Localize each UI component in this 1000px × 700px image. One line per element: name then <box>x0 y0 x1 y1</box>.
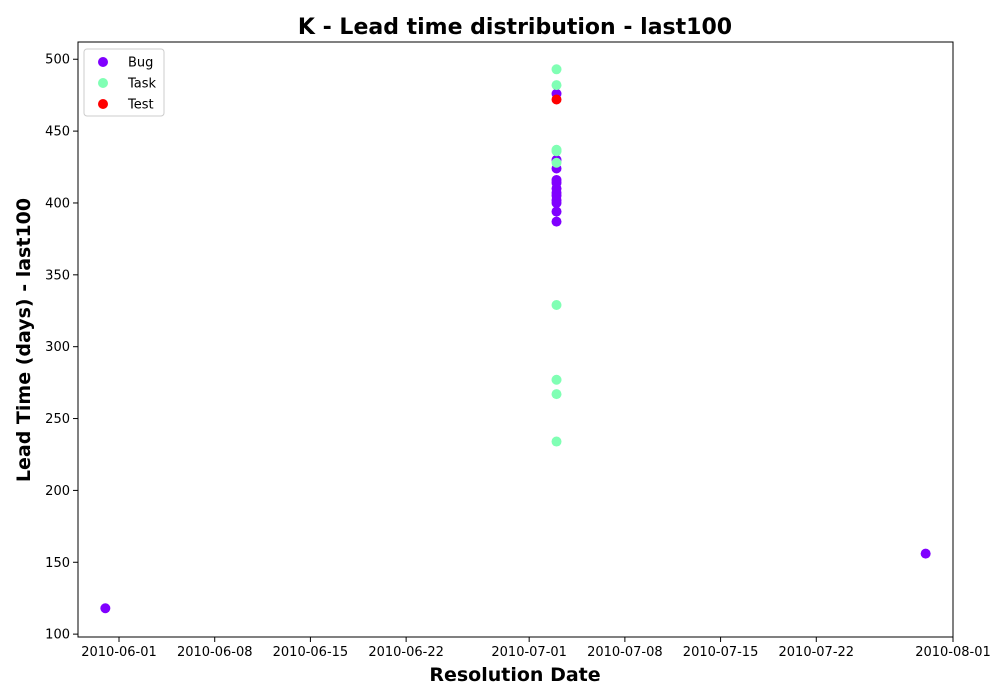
data-point-bug <box>100 603 111 614</box>
data-point-task <box>551 80 562 91</box>
y-tick-label: 450 <box>45 125 70 140</box>
y-tick-label: 200 <box>45 484 70 499</box>
y-axis-title: Lead Time (days) - last100 <box>13 198 35 482</box>
legend: Bug Task Test <box>83 48 165 117</box>
x-tick-label: 2010-08-01 <box>915 645 991 660</box>
data-point-task <box>551 157 562 168</box>
data-point-bug <box>551 197 562 208</box>
x-tick-label: 2010-06-15 <box>273 645 349 660</box>
x-tick-label: 2010-07-22 <box>779 645 855 660</box>
chart-marks <box>100 64 931 614</box>
y-tick-label: 350 <box>45 268 70 283</box>
legend-marker-task <box>98 78 108 88</box>
legend-marker-bug <box>98 57 108 67</box>
data-point-test <box>551 94 562 105</box>
data-point-bug <box>551 206 562 217</box>
y-tick-label: 300 <box>45 340 70 355</box>
data-point-task <box>551 64 562 75</box>
legend-label-task: Task <box>127 77 157 92</box>
x-tick-label: 2010-07-15 <box>683 645 759 660</box>
data-point-task <box>551 374 562 385</box>
plot-area-frame <box>77 41 954 638</box>
data-point-task <box>551 436 562 447</box>
data-point-bug <box>551 216 562 227</box>
y-tick-label: 100 <box>45 628 70 643</box>
y-tick-label: 400 <box>45 196 70 211</box>
legend-marker-test <box>98 99 108 109</box>
x-tick-label: 2010-06-01 <box>81 645 157 660</box>
y-tick-label: 150 <box>45 556 70 571</box>
x-axis-title: Resolution Date <box>429 664 600 686</box>
x-tick-label: 2010-07-08 <box>587 645 663 660</box>
legend-label-test: Test <box>127 98 154 113</box>
legend-label-bug: Bug <box>128 56 153 71</box>
chart-title: K - Lead time distribution - last100 <box>298 15 732 40</box>
x-tick-label: 2010-06-08 <box>177 645 253 660</box>
y-axis: 100 150 200 250 300 350 400 450 500 <box>45 53 78 643</box>
data-point-task <box>551 146 562 157</box>
data-point-task <box>551 389 562 400</box>
y-tick-label: 250 <box>45 412 70 427</box>
x-tick-label: 2010-07-01 <box>491 645 567 660</box>
data-point-task <box>551 300 562 311</box>
x-tick-label: 2010-06-22 <box>368 645 444 660</box>
x-axis: 2010-06-01 2010-06-08 2010-06-15 2010-06-22… <box>81 637 991 660</box>
data-point-bug <box>920 548 931 559</box>
y-tick-label: 500 <box>45 53 70 68</box>
